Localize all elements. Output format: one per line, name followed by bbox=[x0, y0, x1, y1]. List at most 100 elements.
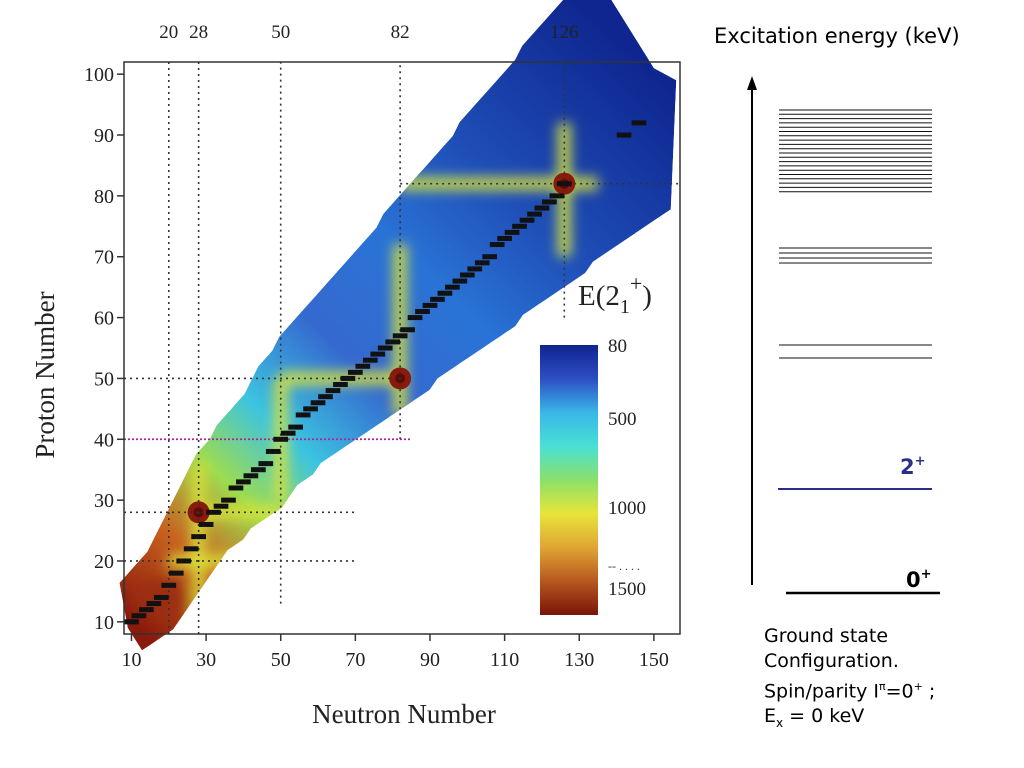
stable-nucleus bbox=[427, 302, 433, 308]
stable-nucleus bbox=[196, 534, 202, 540]
stable-nucleus bbox=[554, 193, 560, 199]
energy-levels bbox=[779, 109, 932, 359]
stable-nucleus bbox=[163, 594, 169, 600]
stable-nucleus bbox=[198, 521, 204, 527]
stable-nucleus bbox=[206, 509, 212, 515]
magic-number-label: 126 bbox=[550, 22, 579, 43]
ground-state-note: Ground state Configuration. Spin/parity … bbox=[764, 624, 935, 736]
stable-nucleus bbox=[263, 461, 269, 467]
y-tick-label: 100 bbox=[84, 64, 114, 86]
stable-nucleus bbox=[136, 613, 142, 619]
stable-nucleus bbox=[641, 120, 647, 126]
stable-nucleus bbox=[193, 546, 199, 552]
stable-nucleus bbox=[275, 448, 281, 454]
stable-nucleus bbox=[412, 315, 418, 321]
colorbar-title: E(21+) bbox=[578, 271, 652, 318]
colorbar-gradient bbox=[540, 345, 598, 615]
x-tick-label: 90 bbox=[420, 649, 440, 671]
stable-nucleus bbox=[213, 503, 219, 509]
stable-nucleus bbox=[236, 479, 242, 485]
stable-nucleus bbox=[186, 558, 192, 564]
stable-nucleus bbox=[499, 242, 505, 248]
stable-nucleus bbox=[517, 223, 523, 229]
stable-nucleus bbox=[208, 521, 214, 527]
stable-nucleus bbox=[357, 369, 363, 375]
stable-nucleus bbox=[218, 503, 224, 509]
stable-nucleus bbox=[362, 357, 368, 363]
stable-nucleus bbox=[221, 497, 227, 503]
stable-nucleus bbox=[293, 424, 299, 430]
stable-nucleus bbox=[158, 594, 164, 600]
stable-nucleus bbox=[509, 229, 515, 235]
note-line-1: Ground state bbox=[764, 625, 889, 647]
stable-nucleus bbox=[559, 193, 565, 199]
stable-nucleus bbox=[521, 223, 527, 229]
x-tick-label: 10 bbox=[121, 649, 141, 671]
stable-nucleus bbox=[273, 436, 279, 442]
stable-nucleus bbox=[636, 120, 642, 126]
stable-nucleus bbox=[409, 327, 415, 333]
y-tick-label: 10 bbox=[94, 612, 114, 634]
stable-nucleus bbox=[181, 558, 187, 564]
stable-nucleus bbox=[161, 582, 167, 588]
stable-nucleus bbox=[360, 363, 366, 369]
stable-nucleus bbox=[133, 619, 139, 625]
stable-nucleus bbox=[531, 211, 537, 217]
stable-nucleus bbox=[556, 181, 562, 187]
stable-nucleus bbox=[536, 211, 542, 217]
stable-nucleus bbox=[318, 394, 324, 400]
stable-nucleus bbox=[303, 406, 309, 412]
stable-nucleus bbox=[330, 388, 336, 394]
stable-nucleus bbox=[402, 333, 408, 339]
stable-nucleus bbox=[320, 400, 326, 406]
stable-nucleus bbox=[494, 242, 500, 248]
stable-nucleus bbox=[462, 278, 468, 284]
stable-nucleus bbox=[487, 254, 493, 260]
stable-nucleus bbox=[474, 260, 480, 266]
stable-nucleus bbox=[350, 375, 356, 381]
stable-nucleus bbox=[312, 406, 318, 412]
stable-nucleus bbox=[626, 132, 632, 138]
stable-nucleus bbox=[238, 485, 244, 491]
stable-nucleus bbox=[355, 363, 361, 369]
stable-nucleus bbox=[335, 388, 341, 394]
stable-nucleus bbox=[146, 601, 152, 607]
stable-nucleus bbox=[156, 601, 162, 607]
stable-nucleus bbox=[544, 205, 550, 211]
stable-nucleus bbox=[529, 217, 535, 223]
stable-nucleus bbox=[512, 223, 518, 229]
stable-nucleus bbox=[432, 302, 438, 308]
y-tick-label: 50 bbox=[94, 368, 114, 390]
stable-nucleus bbox=[243, 473, 249, 479]
stable-nucleus bbox=[337, 382, 343, 388]
stable-nucleus bbox=[323, 394, 329, 400]
stable-nucleus bbox=[268, 461, 274, 467]
stable-nucleus bbox=[415, 308, 421, 314]
x-tick-label: 150 bbox=[639, 649, 669, 671]
magic-number-label: 50 bbox=[271, 22, 290, 43]
stable-nucleus bbox=[270, 448, 276, 454]
stable-nucleus bbox=[348, 369, 354, 375]
y-axis: 10 20 30 40 50 60 70 80 90 100 bbox=[84, 64, 124, 634]
colorbar-tick-label: 500 bbox=[608, 409, 637, 430]
stable-nucleus bbox=[464, 272, 470, 278]
stable-nucleus bbox=[300, 412, 306, 418]
stable-nucleus bbox=[215, 509, 221, 515]
stable-nucleus bbox=[392, 333, 398, 339]
stable-nucleus bbox=[295, 412, 301, 418]
stable-nucleus bbox=[424, 308, 430, 314]
stable-nucleus bbox=[310, 400, 316, 406]
stable-nucleus bbox=[250, 467, 256, 473]
stable-nucleus bbox=[340, 375, 346, 381]
stable-nucleus bbox=[439, 296, 445, 302]
stable-nucleus bbox=[497, 235, 503, 241]
y-tick-label: 70 bbox=[94, 247, 114, 269]
stable-nucleus bbox=[454, 284, 460, 290]
stable-nucleus bbox=[240, 479, 246, 485]
y-tick-label: 60 bbox=[94, 308, 114, 330]
stable-nucleus bbox=[631, 120, 637, 126]
x-axis: 10 30 50 70 90 110 130 150 bbox=[121, 634, 669, 671]
x-tick-label: 110 bbox=[490, 649, 519, 671]
y-tick-label: 40 bbox=[94, 429, 114, 451]
stable-nucleus bbox=[176, 558, 182, 564]
